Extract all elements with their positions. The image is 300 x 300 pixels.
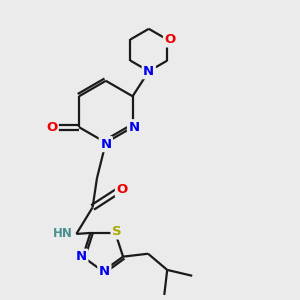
Text: N: N bbox=[143, 65, 154, 78]
Text: N: N bbox=[99, 265, 110, 278]
Text: N: N bbox=[100, 138, 111, 151]
Text: S: S bbox=[112, 225, 122, 238]
Text: HN: HN bbox=[53, 227, 73, 240]
Text: N: N bbox=[76, 250, 87, 263]
Text: N: N bbox=[128, 121, 140, 134]
Text: O: O bbox=[46, 121, 57, 134]
Text: O: O bbox=[116, 183, 128, 196]
Text: O: O bbox=[164, 33, 176, 46]
